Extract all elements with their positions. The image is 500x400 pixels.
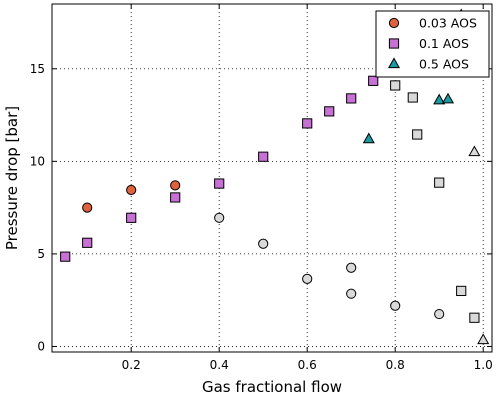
square-point <box>214 178 225 189</box>
axis-ticks: 0.2 0.4 0.6 0.8 1.0 0 5 10 15 <box>30 4 493 372</box>
square-point <box>412 129 423 140</box>
triangle-point <box>433 93 446 105</box>
x-tick-label: 0.2 <box>122 358 141 372</box>
x-axis-label: Gas fractional flow <box>202 378 342 396</box>
circle-point <box>434 308 445 320</box>
square-point <box>346 93 357 104</box>
square-point <box>469 312 480 323</box>
square-point <box>434 177 445 188</box>
plot-frame <box>51 3 493 353</box>
x-tick-label: 0.8 <box>386 358 405 372</box>
y-axis-label: Pressure drop [bar] <box>3 106 21 250</box>
square-point <box>170 192 181 203</box>
y-tick-label: 15 <box>30 62 45 76</box>
square-point <box>390 80 401 91</box>
x-tick-label: 0.4 <box>210 358 229 372</box>
circle-point <box>214 212 225 223</box>
triangle-point <box>468 145 481 157</box>
circle-point <box>346 288 357 299</box>
y-tick-label: 0 <box>37 339 45 353</box>
square-point <box>126 212 137 223</box>
grid-lines <box>52 4 492 352</box>
square-point <box>60 251 71 262</box>
series-3 <box>214 212 445 320</box>
legend-circle-marker <box>388 17 400 29</box>
legend-square-marker <box>388 38 400 49</box>
y-tick-label: 5 <box>37 247 45 261</box>
triangle-point <box>362 132 375 144</box>
data-points <box>60 8 490 345</box>
y-tick-label: 10 <box>30 154 45 168</box>
circle-point <box>346 262 357 273</box>
triangle-point <box>441 92 455 104</box>
circle-point <box>258 238 269 249</box>
legend-triangle-marker <box>387 57 401 69</box>
series-1 <box>60 75 379 262</box>
series-4 <box>390 80 480 323</box>
square-point <box>368 75 379 86</box>
square-point <box>302 118 313 129</box>
square-point <box>456 285 467 297</box>
circle-point <box>302 273 313 284</box>
legend-label: 0.1 AOS <box>419 36 469 51</box>
square-point <box>258 151 269 162</box>
square-point <box>407 92 418 103</box>
circle-point <box>82 202 93 213</box>
x-tick-label: 0.6 <box>298 358 317 372</box>
circle-point <box>390 300 401 311</box>
x-tick-label: 1.0 <box>474 358 493 372</box>
square-point <box>82 237 93 248</box>
series-5 <box>468 145 490 345</box>
legend-label: 0.5 AOS <box>419 57 469 72</box>
triangle-point <box>477 333 490 345</box>
legend-label: 0.03 AOS <box>419 16 477 31</box>
circle-point <box>170 180 181 191</box>
square-point <box>324 106 335 117</box>
legend: 0.03 AOS 0.1 AOS 0.5 AOS <box>375 10 490 78</box>
circle-point <box>126 184 137 196</box>
series-0 <box>82 180 181 213</box>
